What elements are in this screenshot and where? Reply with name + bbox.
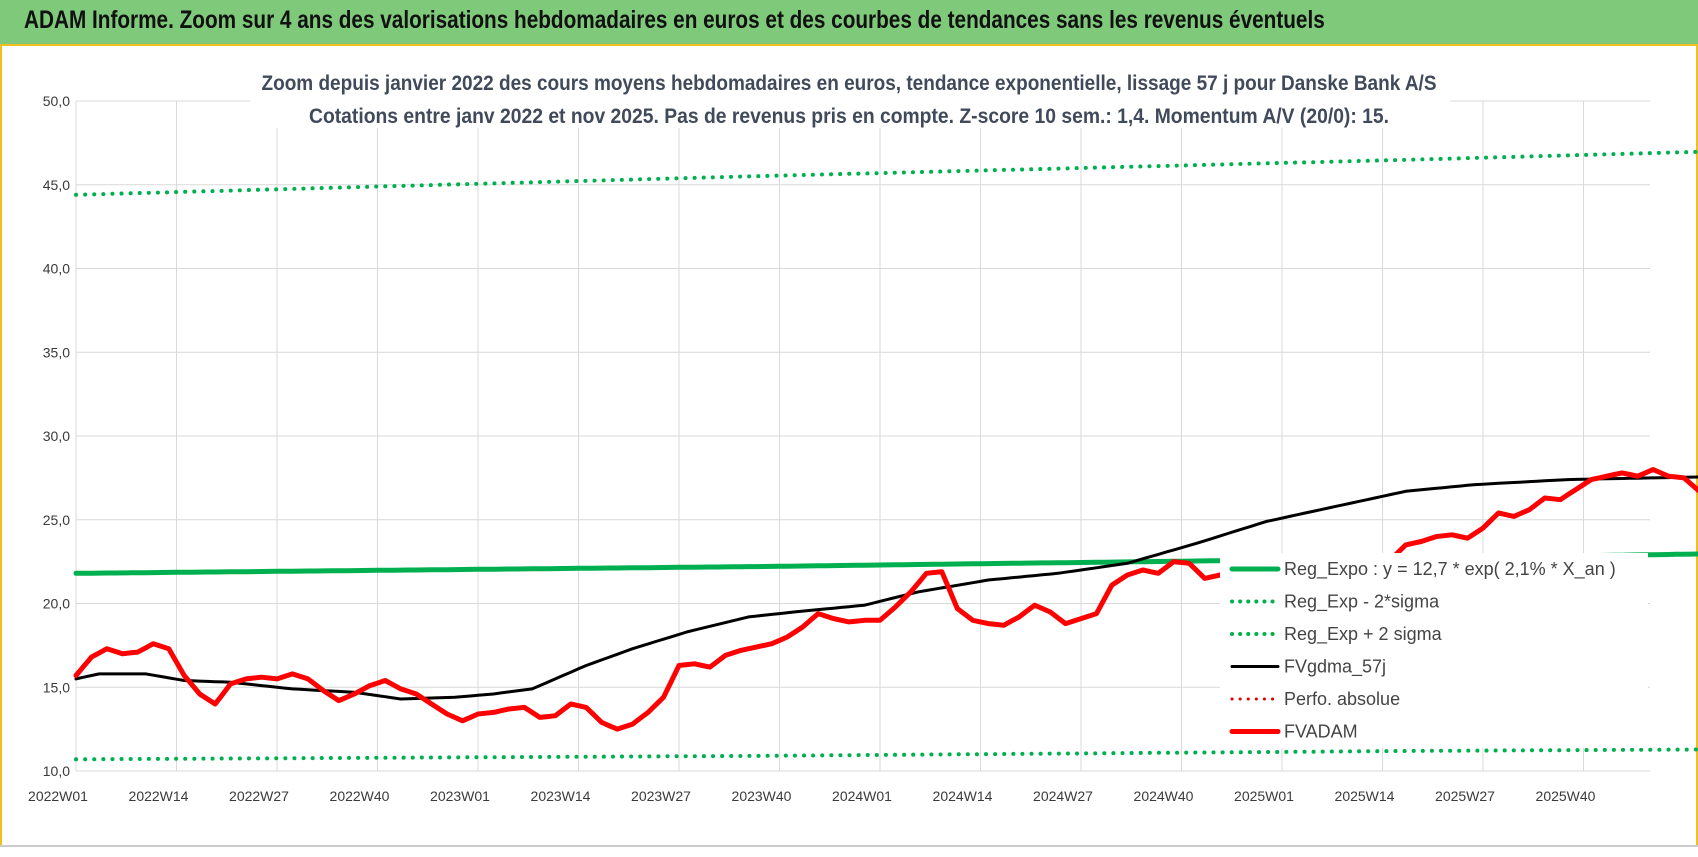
y-axis-ticks: 10,0 15,0 20,0 25,0 30,0 35,0 40,0 45,0 50,0 — [43, 93, 70, 779]
legend-background — [1220, 553, 1648, 748]
frame-border-right — [1696, 46, 1698, 846]
legend-label: FVgdma_57j — [1284, 657, 1386, 678]
legend-label: FVADAM — [1284, 722, 1358, 742]
x-tick-label: 2023W01 — [430, 788, 490, 804]
x-tick-label: 2022W40 — [330, 788, 390, 804]
chart-title: Zoom depuis janvier 2022 des cours moyen… — [262, 72, 1437, 95]
y-tick-label: 15,0 — [43, 679, 70, 695]
legend: Reg_Expo : y = 12,7 * exp( 2,1% * X_an )… — [1220, 553, 1648, 748]
title-background — [250, 68, 1450, 128]
x-tick-label: 2022W27 — [229, 788, 289, 804]
series-line-reg-exp-2-sigma — [74, 747, 1698, 762]
legend-label: Perfo. absolue — [1284, 689, 1400, 709]
y-tick-label: 50,0 — [43, 93, 70, 109]
banner-title: ADAM Informe. Zoom sur 4 ans des valoris… — [24, 6, 1325, 34]
y-tick-label: 45,0 — [43, 177, 70, 193]
legend-label: Reg_Expo : y = 12,7 * exp( 2,1% * X_an ) — [1284, 559, 1616, 580]
x-tick-label: 2023W14 — [531, 788, 591, 804]
chart-subtitle: Cotations entre janv 2022 et nov 2025. P… — [309, 105, 1389, 128]
y-tick-label: 40,0 — [43, 261, 70, 277]
x-tick-label: 2024W40 — [1134, 788, 1194, 804]
x-tick-label: 2023W40 — [732, 788, 792, 804]
y-tick-label: 30,0 — [43, 428, 70, 444]
x-tick-label: 2025W01 — [1234, 788, 1294, 804]
y-tick-label: 25,0 — [43, 512, 70, 528]
line-chart: 10,0 15,0 20,0 25,0 30,0 35,0 40,0 45,0 50,0 202… — [28, 68, 1698, 804]
header-banner: ADAM Informe. Zoom sur 4 ans des valoris… — [0, 0, 1698, 46]
x-tick-label: 2022W14 — [129, 788, 189, 804]
y-tick-label: 20,0 — [43, 596, 70, 612]
x-tick-label: 2025W14 — [1335, 788, 1395, 804]
x-tick-label: 2022W01 — [28, 788, 88, 804]
x-tick-label: 2024W01 — [832, 788, 892, 804]
x-tick-label: 2025W40 — [1536, 788, 1596, 804]
x-tick-label: 2025W27 — [1435, 788, 1495, 804]
x-tick-label: 2024W14 — [933, 788, 993, 804]
series-line-fvgdma-57j — [74, 475, 1698, 701]
legend-label: Reg_Exp + 2 sigma — [1284, 624, 1443, 645]
frame-border-bottom — [0, 845, 1698, 847]
series-line-reg-exp-2-sigma — [74, 149, 1698, 197]
legend-label: Reg_Exp - 2*sigma — [1284, 592, 1440, 613]
x-tick-label: 2024W27 — [1033, 788, 1093, 804]
y-tick-label: 10,0 — [43, 763, 70, 779]
y-tick-label: 35,0 — [43, 344, 70, 360]
x-axis-ticks: 2022W01 2022W14 2022W27 2022W40 2023W01 2023W… — [28, 788, 1596, 804]
frame-border-left — [0, 46, 2, 846]
x-tick-label: 2023W27 — [631, 788, 691, 804]
